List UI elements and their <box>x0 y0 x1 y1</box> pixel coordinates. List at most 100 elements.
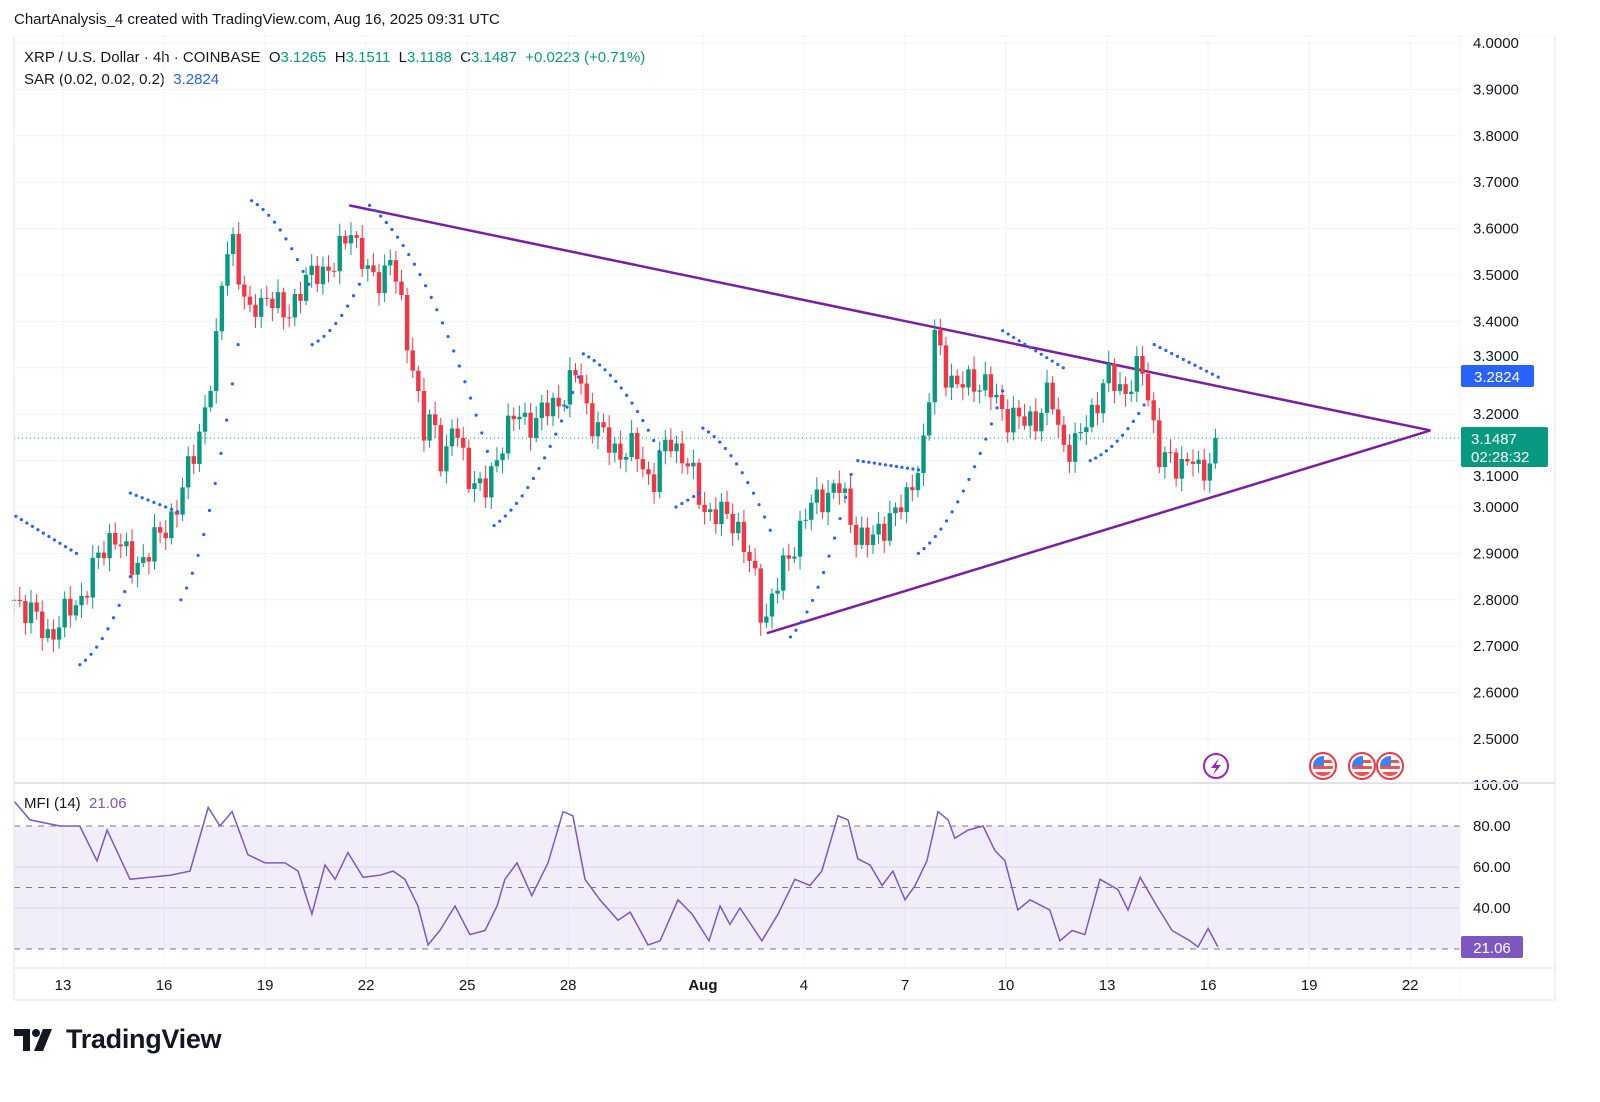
us-flag-event-icon[interactable] <box>1377 753 1403 779</box>
candle-body <box>545 402 550 417</box>
candle-body <box>264 297 269 299</box>
candle-body <box>932 329 937 403</box>
candle <box>320 256 326 295</box>
candle <box>494 447 500 473</box>
sar-dot <box>435 308 439 312</box>
candle <box>1011 396 1016 441</box>
candle <box>1039 408 1044 442</box>
candle-body <box>438 425 443 472</box>
candle-body <box>573 370 578 376</box>
sar-dot <box>146 498 150 502</box>
sar-dot <box>384 220 388 225</box>
sar-dot <box>735 462 739 466</box>
sar-dot <box>799 620 804 624</box>
candle-body <box>84 595 90 598</box>
candle-body <box>1078 432 1083 434</box>
candle-body <box>825 492 831 513</box>
sar-dot <box>1210 372 1215 376</box>
sar-dot <box>267 213 271 217</box>
sar-row: SAR (0.02, 0.02, 0.2) 3.2824 <box>24 69 645 91</box>
sar-dot <box>1050 359 1054 363</box>
mfi-tick-label: 60.00 <box>1473 859 1511 876</box>
trendline-lower[interactable] <box>766 429 1431 635</box>
candle <box>1168 439 1173 463</box>
candle <box>876 511 881 545</box>
candle <box>943 336 949 397</box>
candle-body <box>1011 407 1016 433</box>
sar-label[interactable]: SAR (0.02, 0.02, 0.2) <box>24 71 165 88</box>
candle-body <box>472 483 477 490</box>
candle-body <box>803 519 808 521</box>
candle <box>337 223 342 285</box>
candle-body <box>910 487 915 491</box>
symbol-name[interactable]: XRP / U.S. Dollar · 4h · COINBASE <box>24 49 261 66</box>
candle <box>769 588 775 629</box>
candle <box>764 603 769 628</box>
candle-body <box>988 374 994 398</box>
candle-body <box>550 397 556 417</box>
candle-body <box>157 527 163 533</box>
sar-dot <box>1056 362 1060 367</box>
us-flag-event-icon[interactable] <box>1349 753 1375 779</box>
candle-body <box>208 391 213 408</box>
candle-body <box>28 602 34 624</box>
candle-body <box>865 527 870 545</box>
us-flag-event-icon[interactable] <box>1310 753 1336 779</box>
candle <box>236 222 241 290</box>
candle <box>1016 400 1022 430</box>
candle-body <box>522 412 528 417</box>
mfi-series-line <box>13 800 1219 949</box>
trendline-upper[interactable] <box>349 204 1431 432</box>
candle <box>1095 392 1100 426</box>
sar-dot <box>680 501 684 506</box>
candle <box>887 500 893 547</box>
candle-body <box>994 394 999 398</box>
sar-dot <box>603 368 607 372</box>
candle <box>444 434 449 484</box>
candle <box>1140 346 1145 386</box>
x-tick-label: 28 <box>560 977 577 994</box>
candle <box>376 263 382 306</box>
sar-dot <box>492 523 496 528</box>
candle-body <box>359 237 365 269</box>
candle-body <box>101 552 107 559</box>
mfi-value: 21.06 <box>89 795 127 812</box>
candle-body <box>623 457 629 460</box>
candle <box>287 304 292 328</box>
candle-body <box>708 509 713 513</box>
candle <box>859 516 864 550</box>
candle-body <box>455 428 460 438</box>
candle <box>1162 446 1168 479</box>
sar-dot <box>367 203 372 207</box>
candle <box>1112 358 1117 404</box>
candle <box>994 383 999 404</box>
x-tick-label: 13 <box>55 977 72 994</box>
sar-dot <box>236 343 240 347</box>
mfi-tick-label: 80.00 <box>1473 818 1511 835</box>
candle-body <box>1056 409 1061 425</box>
sar-dot <box>729 454 733 458</box>
candle-body <box>477 478 483 484</box>
candle <box>584 374 589 415</box>
candle <box>820 483 825 519</box>
candle-body <box>534 417 539 438</box>
candle <box>556 384 561 419</box>
sar-dot <box>140 496 144 500</box>
candle <box>101 540 107 566</box>
candle <box>214 318 219 404</box>
sar-dot <box>41 531 46 535</box>
candle <box>1123 376 1128 407</box>
candle-body <box>809 502 814 520</box>
lightning-event-icon[interactable] <box>1203 753 1229 779</box>
candle <box>107 523 112 572</box>
sar-dot <box>625 393 629 397</box>
x-tick-label: 19 <box>1301 977 1318 994</box>
candle <box>298 281 303 314</box>
candle <box>539 395 545 431</box>
mfi-label[interactable]: MFI (14) <box>24 795 81 812</box>
candle <box>1089 398 1095 433</box>
tradingview-logo[interactable]: TradingView <box>14 1024 222 1055</box>
candle-body <box>511 415 516 420</box>
candle-body <box>1196 459 1201 464</box>
